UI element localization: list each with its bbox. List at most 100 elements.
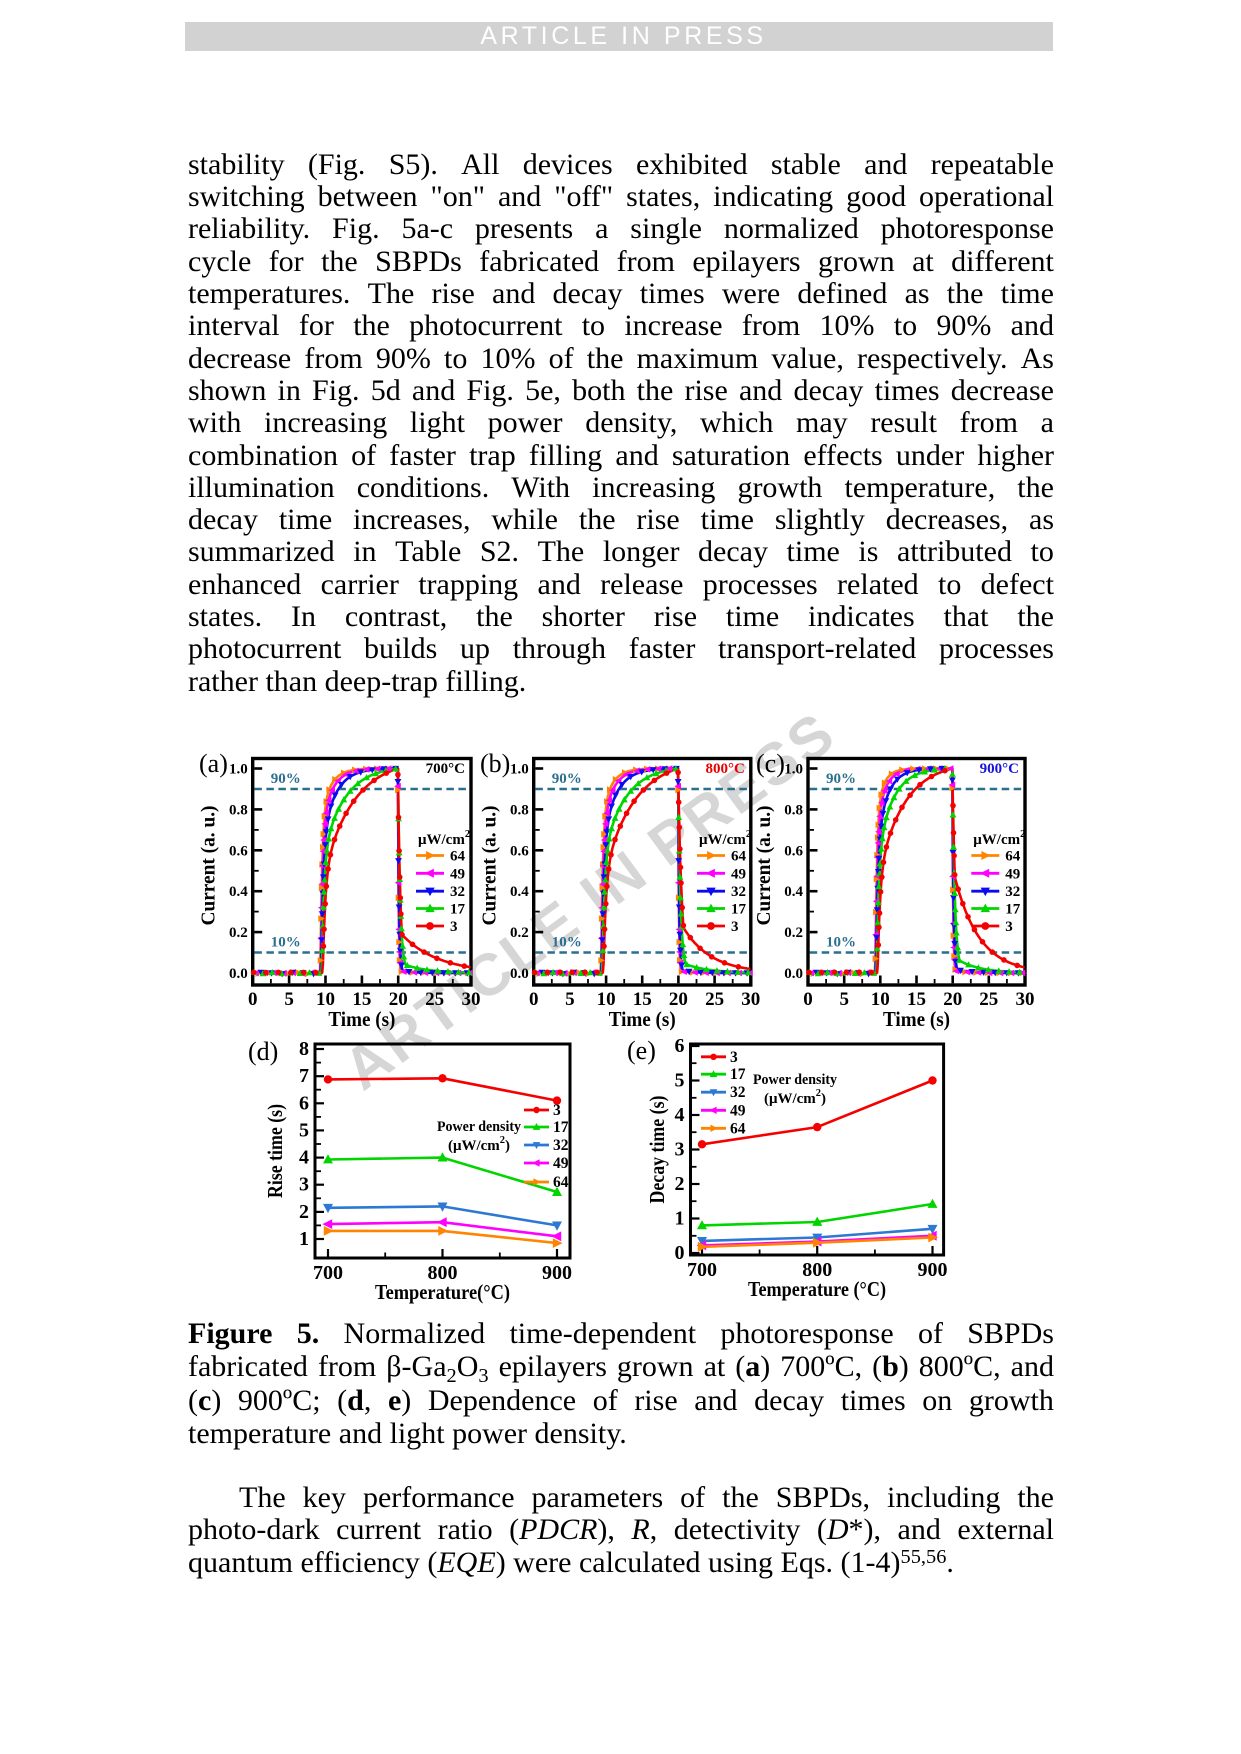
- svg-text:0.6: 0.6: [510, 843, 529, 859]
- svg-text:0.0: 0.0: [784, 966, 803, 982]
- svg-text:17: 17: [1005, 902, 1021, 918]
- svg-text:25: 25: [425, 989, 444, 1010]
- svg-text:10: 10: [597, 989, 616, 1010]
- svg-text:900°C: 900°C: [980, 761, 1019, 777]
- svg-text:5: 5: [839, 989, 849, 1010]
- svg-text:μW/cm2: μW/cm2: [699, 829, 751, 848]
- svg-text:800: 800: [802, 1259, 832, 1281]
- svg-text:49: 49: [731, 866, 746, 882]
- svg-text:5: 5: [299, 1119, 309, 1141]
- svg-text:25: 25: [705, 989, 724, 1010]
- svg-text:0.4: 0.4: [784, 884, 803, 900]
- svg-text:64: 64: [730, 1120, 746, 1137]
- svg-text:5: 5: [565, 989, 575, 1010]
- svg-text:Temperature(°C): Temperature(°C): [375, 1280, 510, 1304]
- svg-text:90%: 90%: [826, 771, 856, 787]
- svg-text:Time (s): Time (s): [328, 1007, 395, 1031]
- svg-text:3: 3: [450, 919, 458, 935]
- svg-text:4: 4: [299, 1147, 309, 1169]
- svg-text:700: 700: [313, 1262, 343, 1284]
- svg-text:10%: 10%: [552, 935, 582, 951]
- svg-text:3: 3: [731, 919, 739, 935]
- svg-text:800°C: 800°C: [705, 761, 744, 777]
- svg-text:3: 3: [1005, 919, 1013, 935]
- svg-text:0.6: 0.6: [229, 843, 248, 859]
- svg-text:Time (s): Time (s): [883, 1007, 950, 1031]
- svg-text:1: 1: [675, 1208, 685, 1230]
- svg-text:Decay time (s): Decay time (s): [645, 1095, 669, 1203]
- svg-text:30: 30: [462, 989, 481, 1010]
- svg-text:0.8: 0.8: [510, 802, 529, 818]
- svg-text:0.0: 0.0: [510, 966, 529, 982]
- svg-text:0: 0: [529, 989, 539, 1010]
- svg-text:4: 4: [675, 1104, 685, 1126]
- svg-text:25: 25: [979, 989, 998, 1010]
- svg-text:32: 32: [730, 1084, 746, 1101]
- svg-text:1.0: 1.0: [229, 762, 248, 778]
- svg-text:0: 0: [675, 1242, 685, 1264]
- svg-text:(a): (a): [199, 749, 228, 778]
- svg-text:1: 1: [299, 1228, 309, 1250]
- svg-text:(e): (e): [627, 1036, 656, 1065]
- svg-text:15: 15: [633, 989, 652, 1010]
- svg-text:Current (a. u.): Current (a. u.): [753, 806, 775, 926]
- svg-text:Power density: Power density: [437, 1119, 521, 1135]
- svg-text:μW/cm2: μW/cm2: [973, 829, 1025, 848]
- svg-text:32: 32: [1005, 884, 1020, 900]
- svg-text:30: 30: [1016, 989, 1035, 1010]
- svg-text:0.2: 0.2: [229, 925, 248, 941]
- svg-text:15: 15: [352, 989, 371, 1010]
- svg-text:(d): (d): [248, 1037, 278, 1066]
- svg-text:(μW/cm2): (μW/cm2): [448, 1135, 510, 1154]
- svg-text:5: 5: [675, 1070, 685, 1092]
- svg-text:10%: 10%: [271, 935, 301, 951]
- svg-text:17: 17: [731, 902, 747, 918]
- svg-text:64: 64: [1005, 849, 1021, 865]
- svg-text:Time (s): Time (s): [609, 1007, 676, 1031]
- svg-text:64: 64: [731, 849, 747, 865]
- svg-text:49: 49: [553, 1155, 569, 1172]
- svg-text:3: 3: [675, 1139, 685, 1161]
- svg-text:30: 30: [741, 989, 760, 1010]
- svg-text:Rise time (s): Rise time (s): [263, 1104, 287, 1198]
- svg-text:0.2: 0.2: [510, 925, 529, 941]
- svg-text:900: 900: [918, 1259, 948, 1281]
- svg-text:0.4: 0.4: [229, 884, 248, 900]
- svg-text:2: 2: [675, 1173, 685, 1195]
- svg-text:Current (a. u.): Current (a. u.): [198, 806, 220, 926]
- svg-text:3: 3: [553, 1102, 561, 1119]
- svg-text:900: 900: [542, 1262, 572, 1284]
- svg-text:0.8: 0.8: [229, 802, 248, 818]
- svg-text:64: 64: [450, 849, 466, 865]
- svg-text:10: 10: [316, 989, 335, 1010]
- svg-text:90%: 90%: [552, 771, 582, 787]
- svg-text:0.4: 0.4: [510, 884, 529, 900]
- svg-text:17: 17: [730, 1066, 746, 1083]
- svg-text:0: 0: [248, 989, 258, 1010]
- svg-text:8: 8: [299, 1038, 309, 1060]
- svg-text:17: 17: [450, 902, 466, 918]
- svg-text:49: 49: [1005, 866, 1020, 882]
- svg-text:800: 800: [428, 1262, 458, 1284]
- svg-text:5: 5: [284, 989, 294, 1010]
- svg-text:0: 0: [803, 989, 813, 1010]
- svg-text:3: 3: [299, 1174, 309, 1196]
- svg-text:7: 7: [299, 1065, 309, 1087]
- svg-text:0.2: 0.2: [784, 925, 803, 941]
- svg-text:20: 20: [389, 989, 408, 1010]
- svg-text:32: 32: [450, 884, 465, 900]
- svg-text:Temperature (°C): Temperature (°C): [748, 1277, 886, 1301]
- svg-text:49: 49: [730, 1102, 746, 1119]
- svg-text:0.8: 0.8: [784, 802, 803, 818]
- svg-text:2: 2: [299, 1201, 309, 1223]
- svg-text:(c): (c): [756, 749, 785, 778]
- svg-text:μW/cm2: μW/cm2: [418, 829, 470, 848]
- svg-text:0.6: 0.6: [784, 843, 803, 859]
- svg-text:20: 20: [943, 989, 962, 1010]
- svg-text:(μW/cm2): (μW/cm2): [764, 1088, 826, 1107]
- svg-text:90%: 90%: [271, 771, 301, 787]
- svg-text:32: 32: [553, 1137, 569, 1154]
- svg-text:3: 3: [730, 1049, 738, 1066]
- svg-text:10%: 10%: [826, 935, 856, 951]
- svg-text:700°C: 700°C: [426, 761, 465, 777]
